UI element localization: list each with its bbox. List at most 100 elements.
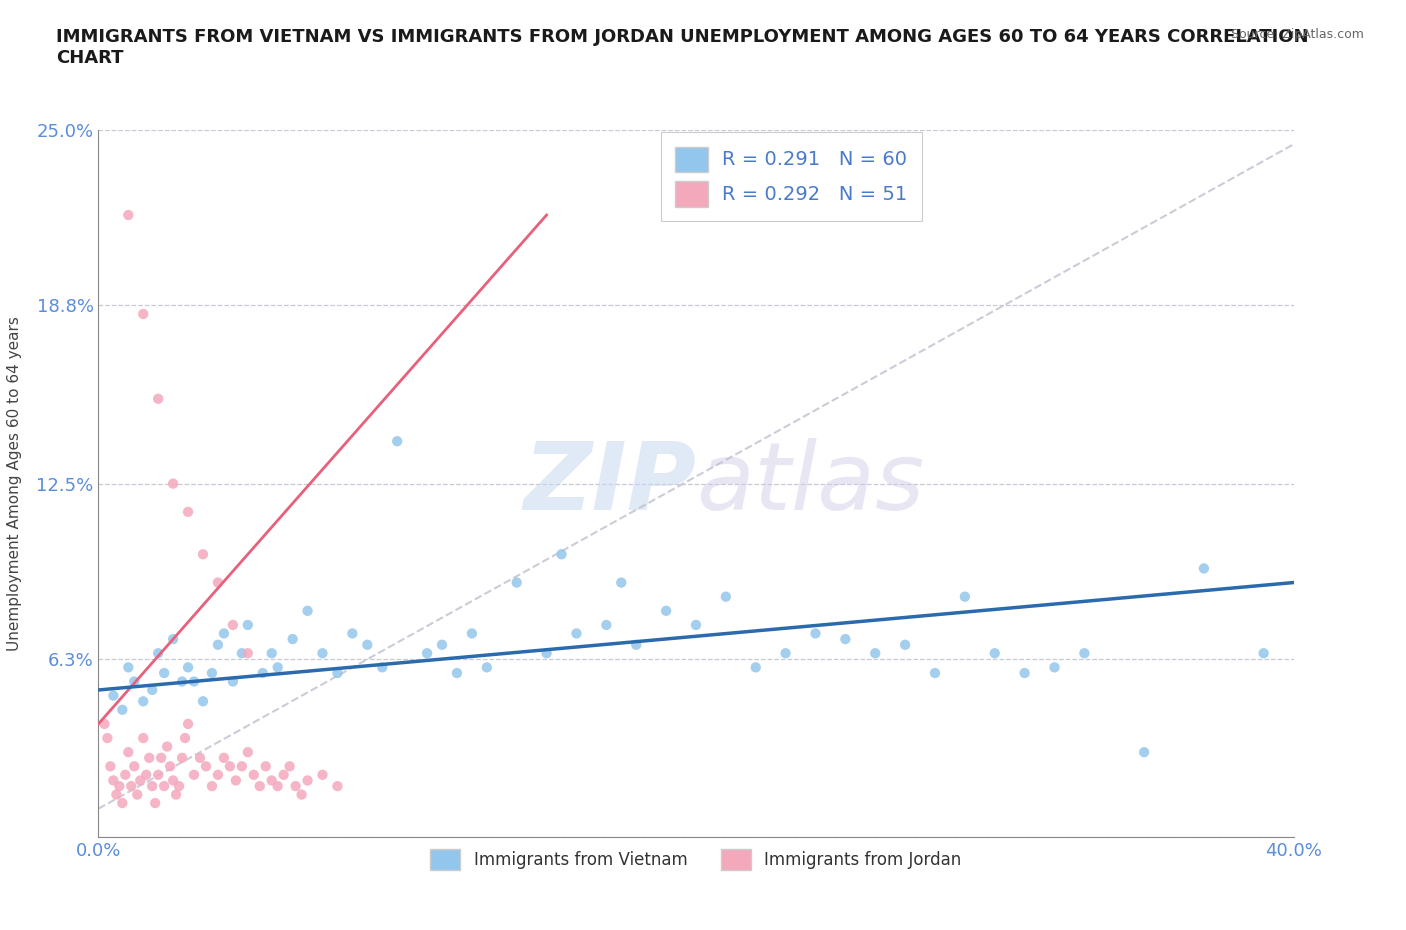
Point [114,767,136,782]
Point [565,626,588,641]
Point [177,716,200,731]
Point [655,604,678,618]
Point [924,666,946,681]
Point [249,778,271,793]
Point [236,645,259,660]
Point [201,778,224,793]
Point [162,773,184,788]
Point [103,688,125,703]
Text: ZIP: ZIP [523,438,696,529]
Point [148,645,170,660]
Point [326,778,349,793]
Point [254,759,277,774]
Point [311,767,333,782]
Point [1192,561,1215,576]
Point [132,694,155,709]
Point [356,637,378,652]
Point [1014,666,1036,681]
Point [461,626,484,641]
Point [284,778,307,793]
Point [297,773,319,788]
Point [167,778,190,793]
Point [96,731,118,746]
Point [685,618,707,632]
Point [273,767,295,782]
Point [550,547,572,562]
Point [225,773,247,788]
Point [953,590,976,604]
Point [124,759,146,774]
Point [212,751,235,765]
Point [191,694,214,709]
Point [105,787,128,802]
Y-axis label: Unemployment Among Ages 60 to 64 years: Unemployment Among Ages 60 to 64 years [7,316,22,651]
Point [775,645,797,660]
Point [326,666,349,681]
Point [430,637,453,652]
Point [165,787,187,802]
Point [984,645,1007,660]
Point [212,626,235,641]
Text: atlas: atlas [696,438,924,529]
Point [111,702,134,717]
Point [183,767,205,782]
Point [536,645,558,660]
Point [108,778,131,793]
Point [446,666,468,681]
Point [1253,645,1275,660]
Point [745,660,768,675]
Point [207,637,229,652]
Point [865,645,887,660]
Point [177,504,200,519]
Point [260,645,283,660]
Point [150,751,173,765]
Point [311,645,333,660]
Point [243,767,266,782]
Point [1133,745,1156,760]
Point [267,660,290,675]
Point [127,787,149,802]
Point [267,778,290,793]
Point [207,767,229,782]
Point [156,739,179,754]
Point [278,759,301,774]
Point [894,637,917,652]
Point [132,731,155,746]
Point [714,590,737,604]
Point [117,660,139,675]
Point [191,547,214,562]
Point [93,716,115,731]
Point [297,604,319,618]
Point [143,796,166,811]
Point [103,773,125,788]
Point [148,392,170,406]
Point [177,660,200,675]
Point [291,787,314,802]
Point [231,759,253,774]
Point [135,767,157,782]
Legend: Immigrants from Vietnam, Immigrants from Jordan: Immigrants from Vietnam, Immigrants from… [422,841,970,878]
Point [1043,660,1066,675]
Point [222,618,245,632]
Point [124,674,146,689]
Point [236,745,259,760]
Point [183,674,205,689]
Point [129,773,152,788]
Point [371,660,394,675]
Point [120,778,142,793]
Point [207,575,229,590]
Point [172,751,194,765]
Text: IMMIGRANTS FROM VIETNAM VS IMMIGRANTS FROM JORDAN UNEMPLOYMENT AMONG AGES 60 TO : IMMIGRANTS FROM VIETNAM VS IMMIGRANTS FR… [56,28,1309,67]
Point [475,660,498,675]
Point [222,674,245,689]
Point [141,778,163,793]
Point [132,307,155,322]
Point [260,773,283,788]
Point [148,767,170,782]
Point [117,745,139,760]
Point [342,626,364,641]
Point [159,759,181,774]
Point [385,433,409,448]
Point [595,618,617,632]
Point [231,645,253,660]
